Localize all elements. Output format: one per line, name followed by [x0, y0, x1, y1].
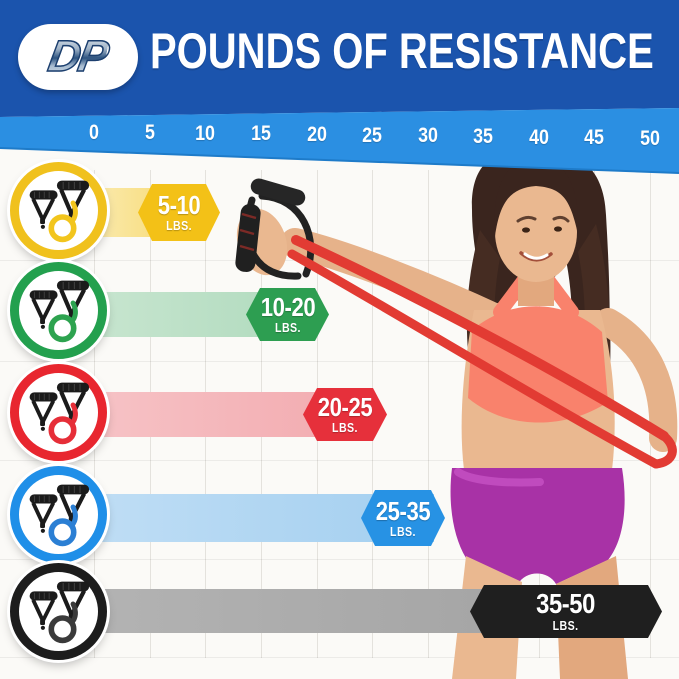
red-band-badge — [10, 364, 107, 461]
black-band-badge — [10, 563, 107, 660]
brand-logo-text: DP — [44, 31, 111, 82]
red-resistance-band-icon — [24, 377, 94, 447]
scale-tick: 45 — [584, 126, 604, 149]
range-chevron: 5-10 LBS. — [138, 184, 220, 241]
range-label: 5-10 — [157, 190, 201, 221]
gridline — [0, 559, 679, 560]
brand-logo: DP — [18, 24, 138, 90]
scale-tick: 5 — [145, 121, 155, 144]
range-bar — [58, 589, 484, 633]
scale-tick: 25 — [362, 124, 382, 147]
page-title: POUNDS OF RESISTANCE — [150, 23, 654, 79]
scale-tick: 15 — [251, 122, 271, 145]
yellow-resistance-band-icon — [24, 175, 94, 245]
scale-tick: 30 — [418, 124, 438, 147]
green-band-badge — [10, 262, 107, 359]
scale-tick: 50 — [640, 127, 660, 150]
scale-tick: 0 — [89, 121, 99, 144]
range-chevron: 25-35 LBS. — [361, 490, 445, 546]
green-resistance-band-icon — [24, 275, 94, 345]
unit-label: LBS. — [166, 219, 192, 234]
gridline — [0, 657, 679, 658]
black-resistance-band-icon — [24, 576, 94, 646]
range-label: 25-35 — [375, 495, 431, 526]
scale-tick: 40 — [529, 126, 549, 149]
yellow-band-badge — [10, 162, 107, 259]
blue-band-badge — [10, 466, 107, 563]
scale-tick: 10 — [195, 122, 215, 145]
scale-tick: 35 — [473, 125, 493, 148]
scale-tick: 20 — [307, 123, 327, 146]
blue-resistance-band-icon — [24, 479, 94, 549]
unit-label: LBS. — [390, 524, 416, 539]
